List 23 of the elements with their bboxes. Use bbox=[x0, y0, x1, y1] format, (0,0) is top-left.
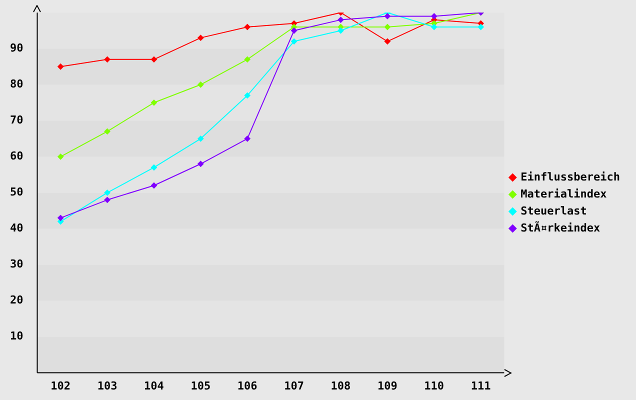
y-tick-label: 90 bbox=[10, 41, 24, 54]
y-tick-label: 60 bbox=[10, 150, 24, 163]
x-tick-label: 110 bbox=[424, 379, 444, 392]
legend-label: Einflussbereich bbox=[520, 170, 620, 184]
x-tick-label: 107 bbox=[284, 379, 304, 392]
y-tick-label: 70 bbox=[10, 114, 24, 127]
y-tick-label: 20 bbox=[10, 294, 24, 307]
y-tick-label: 40 bbox=[10, 222, 24, 235]
x-tick-label: 111 bbox=[470, 379, 492, 392]
x-tick-label: 108 bbox=[330, 379, 351, 392]
legend-label: Materialindex bbox=[520, 187, 608, 200]
y-tick-label: 50 bbox=[10, 186, 24, 199]
x-tick-label: 104 bbox=[144, 379, 164, 392]
legend-label: StÃ¤rkeindex bbox=[520, 220, 601, 234]
x-tick-label: 109 bbox=[377, 379, 398, 392]
y-tick-label: 10 bbox=[10, 330, 24, 343]
y-tick-label: 80 bbox=[10, 78, 24, 90]
x-tick-label: 106 bbox=[237, 379, 258, 392]
x-tick-label: 103 bbox=[97, 379, 118, 392]
x-tick-label: 102 bbox=[50, 379, 71, 392]
legend-label: Steuerlast bbox=[520, 204, 587, 218]
x-tick-label: 105 bbox=[190, 379, 211, 392]
y-tick-label: 30 bbox=[10, 258, 24, 271]
